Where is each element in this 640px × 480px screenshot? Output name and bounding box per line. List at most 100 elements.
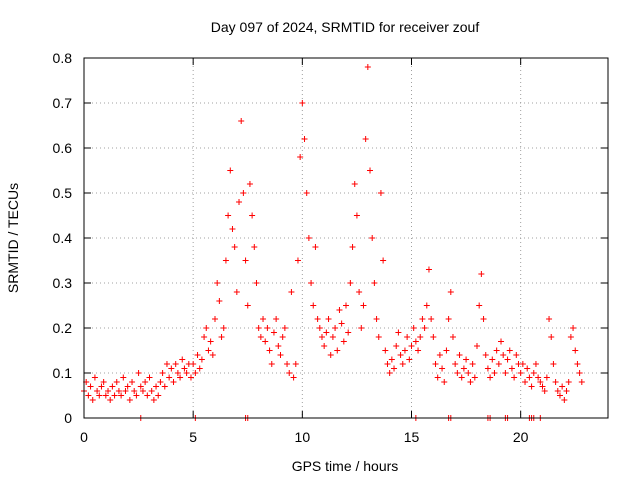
data-point	[218, 334, 225, 340]
x-tick-label: 15	[404, 429, 420, 445]
data-point	[452, 361, 459, 367]
data-point	[397, 352, 404, 358]
x-axis-label: GPS time / hours	[292, 458, 399, 474]
data-point	[552, 379, 559, 385]
data-point	[187, 374, 194, 381]
data-point	[329, 334, 336, 340]
data-point	[487, 374, 494, 381]
y-tick-label: 0.6	[53, 140, 73, 156]
data-point	[251, 244, 258, 250]
data-point	[334, 347, 341, 354]
data-point	[266, 347, 273, 354]
y-axis-label: SRMTID / TECUs	[5, 183, 21, 293]
data-point	[286, 370, 293, 376]
data-point	[163, 361, 170, 367]
data-point	[236, 199, 243, 205]
data-point	[177, 374, 184, 381]
data-point	[500, 352, 507, 358]
data-point	[578, 379, 585, 385]
data-point	[463, 356, 470, 363]
data-point	[153, 383, 160, 390]
data-point	[255, 325, 262, 331]
data-point	[434, 374, 441, 381]
data-point	[364, 64, 371, 70]
data-point	[240, 190, 247, 196]
data-point	[155, 392, 162, 399]
data-point	[96, 392, 103, 399]
data-point	[567, 334, 574, 340]
data-point	[441, 379, 448, 385]
data-point	[209, 352, 216, 358]
data-point	[318, 334, 325, 340]
data-point	[356, 289, 363, 295]
data-point	[139, 388, 146, 394]
data-point	[325, 316, 332, 322]
data-point	[449, 334, 456, 340]
data-point	[375, 334, 382, 340]
data-point	[386, 370, 393, 376]
data-point	[107, 397, 114, 403]
data-point	[115, 388, 122, 394]
data-point	[284, 361, 291, 367]
data-point	[257, 334, 264, 340]
data-point	[118, 392, 125, 399]
data-point	[292, 361, 299, 367]
data-point	[425, 266, 432, 273]
data-point	[506, 347, 513, 354]
x-tick-label: 20	[513, 429, 529, 445]
data-point	[205, 347, 212, 354]
data-point	[498, 338, 505, 345]
data-point	[343, 302, 349, 309]
data-point	[201, 334, 208, 340]
data-point	[102, 392, 109, 399]
data-point	[559, 383, 566, 390]
data-point	[367, 167, 374, 174]
data-point	[369, 235, 376, 241]
data-point	[508, 365, 515, 372]
data-point	[445, 316, 452, 322]
data-point	[194, 352, 201, 358]
data-point	[351, 181, 358, 187]
data-point	[570, 325, 577, 331]
x-tick-label: 5	[189, 429, 197, 445]
data-point	[576, 370, 583, 376]
data-point	[126, 397, 133, 403]
data-point	[393, 343, 400, 349]
data-point	[454, 370, 461, 376]
data-point	[168, 365, 175, 372]
data-point	[181, 365, 188, 372]
y-tick-label: 0.7	[53, 95, 73, 111]
y-tick-label: 0.4	[53, 230, 73, 246]
data-point	[262, 338, 269, 345]
data-point	[321, 343, 328, 349]
data-point	[216, 298, 223, 304]
data-point	[260, 316, 267, 322]
data-point	[198, 356, 205, 363]
data-point	[146, 374, 153, 381]
y-tick-label: 0.3	[53, 275, 73, 291]
data-point	[526, 374, 533, 381]
data-point	[288, 289, 295, 295]
data-point	[489, 356, 496, 363]
data-point	[244, 302, 251, 309]
data-point	[484, 365, 491, 372]
data-point	[336, 307, 343, 313]
data-point	[543, 374, 550, 381]
data-point	[382, 347, 389, 354]
data-point	[166, 374, 173, 381]
data-point	[572, 347, 579, 354]
data-point	[87, 383, 94, 390]
data-point	[144, 392, 151, 399]
data-point	[113, 379, 120, 385]
data-point	[142, 379, 149, 385]
data-point	[98, 383, 105, 390]
data-point	[91, 374, 98, 381]
y-axis-ticks: 0 0.1 0.2 0.3 0.4 0.5 0.6 0.7 0.8	[53, 50, 608, 426]
data-point	[340, 338, 347, 345]
data-point	[353, 212, 360, 219]
y-tick-label: 0	[64, 410, 72, 426]
data-point	[360, 302, 367, 309]
data-point	[190, 361, 197, 367]
y-tick-label: 0.5	[53, 185, 73, 201]
x-tick-label: 0	[80, 429, 88, 445]
